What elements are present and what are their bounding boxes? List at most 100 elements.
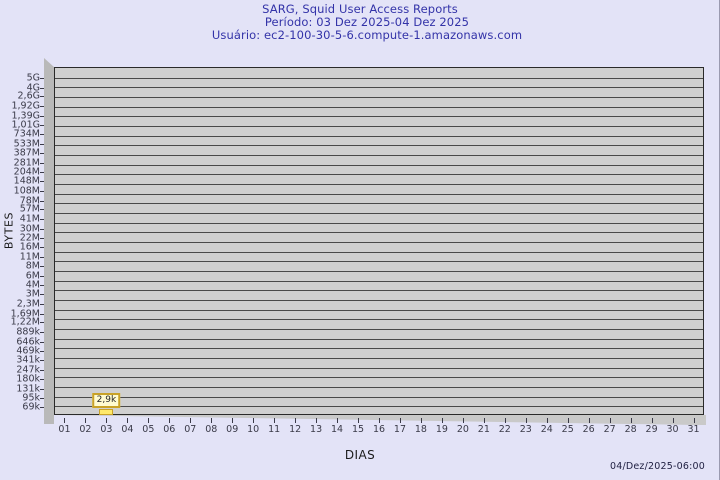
y-axis-tick-mark bbox=[40, 209, 44, 211]
x-axis-tick-label: 07 bbox=[184, 424, 197, 435]
x-axis-tick-mark bbox=[190, 418, 192, 423]
x-axis-tick-label: 14 bbox=[331, 424, 344, 435]
x-axis-tick-mark bbox=[504, 418, 506, 423]
report-header: SARG, Squid User Access Reports Período:… bbox=[0, 3, 720, 42]
y-axis-tick-label: 131k bbox=[16, 383, 40, 395]
gridline bbox=[55, 126, 703, 127]
y-axis-tick-label: 281M bbox=[13, 157, 40, 169]
y-axis-title: BYTES bbox=[2, 211, 16, 250]
gridline bbox=[55, 261, 703, 262]
gridline bbox=[55, 319, 703, 320]
x-axis-title: DIAS bbox=[344, 448, 376, 462]
y-axis-tick-mark bbox=[40, 407, 44, 409]
plot-left-bevel bbox=[44, 58, 54, 424]
x-axis-tick-label: 17 bbox=[393, 424, 406, 435]
x-axis-tick-mark bbox=[253, 418, 255, 423]
y-axis-tick-mark bbox=[40, 341, 44, 343]
y-axis-tick-label: 1,69M bbox=[10, 308, 40, 320]
gridline bbox=[55, 116, 703, 117]
y-axis-tick-mark bbox=[40, 285, 44, 287]
gridline bbox=[55, 165, 703, 166]
y-axis-tick-label: 204M bbox=[13, 166, 40, 178]
x-axis-tick-mark bbox=[106, 418, 108, 423]
x-axis-tick-label: 01 bbox=[58, 424, 71, 435]
y-axis-tick-label: 78M bbox=[19, 195, 40, 207]
y-axis-tick-label: 734M bbox=[13, 128, 40, 140]
y-axis-tick-label: 148M bbox=[13, 175, 40, 187]
y-axis-tick-label: 5G bbox=[26, 72, 40, 84]
y-axis-tick-mark bbox=[40, 162, 44, 164]
y-axis-tick-mark bbox=[40, 360, 44, 362]
gridline bbox=[55, 368, 703, 369]
gridline bbox=[55, 358, 703, 359]
gridline bbox=[55, 300, 703, 301]
x-axis-tick-mark bbox=[630, 418, 632, 423]
y-axis-tick-mark bbox=[40, 388, 44, 390]
x-axis-tick-label: 16 bbox=[372, 424, 386, 435]
y-axis-tick-label: 4G bbox=[26, 82, 40, 94]
x-axis-tick-label: 03 bbox=[100, 424, 113, 435]
x-axis-tick-mark bbox=[337, 418, 339, 423]
gridline bbox=[55, 329, 703, 330]
y-axis: 5G 4G 2,6G 1,92G 1,39G 1,01G 734M 533M 387M 281M 2… bbox=[0, 58, 44, 424]
plot-bottom-bevel bbox=[54, 415, 706, 425]
y-axis-tick-label: 3M bbox=[25, 288, 40, 300]
x-axis-tick-label: 02 bbox=[79, 424, 92, 435]
y-axis-tick-mark bbox=[40, 77, 44, 79]
y-axis-tick-label: 2,3M bbox=[16, 298, 40, 310]
y-axis-tick-label: 180k bbox=[16, 373, 40, 385]
y-axis-tick-mark bbox=[40, 124, 44, 126]
x-axis-tick-mark bbox=[169, 418, 171, 423]
y-axis-tick-mark bbox=[40, 398, 44, 400]
gridline bbox=[55, 242, 703, 243]
y-axis-tick-label: 95k bbox=[22, 392, 40, 404]
y-axis-tick-mark bbox=[40, 134, 44, 136]
y-axis-tick-label: 533M bbox=[13, 138, 40, 150]
y-axis-tick-mark bbox=[40, 190, 44, 192]
y-axis-tick-mark bbox=[40, 181, 44, 183]
chart-plot-area: 2,9k bbox=[44, 58, 706, 425]
y-axis-tick-label: 41M bbox=[19, 213, 40, 225]
y-axis-tick-mark bbox=[40, 332, 44, 334]
x-axis-tick-label: 04 bbox=[121, 424, 134, 435]
gridline bbox=[55, 387, 703, 388]
x-axis-tick-mark bbox=[483, 418, 485, 423]
gridline bbox=[55, 397, 703, 398]
x-axis-tick-mark bbox=[672, 418, 674, 423]
y-axis-tick-label: 889k bbox=[16, 326, 40, 338]
y-axis-tick-mark bbox=[40, 378, 44, 380]
x-axis-tick-label: 25 bbox=[561, 424, 574, 435]
gridline bbox=[55, 213, 703, 214]
x-axis-tick-mark bbox=[274, 418, 276, 423]
y-axis-tick-label: 69k bbox=[22, 401, 40, 413]
y-axis-tick-mark bbox=[40, 313, 44, 315]
x-axis-tick-mark bbox=[358, 418, 360, 423]
y-axis-tick-label: 30M bbox=[19, 223, 40, 235]
x-axis-tick-mark bbox=[420, 418, 422, 423]
x-axis-tick-label: 30 bbox=[666, 424, 679, 435]
y-axis-tick-mark bbox=[40, 322, 44, 324]
y-axis-tick-label: 22M bbox=[19, 232, 40, 244]
y-axis-tick-mark bbox=[40, 144, 44, 146]
gridline bbox=[55, 232, 703, 233]
y-axis-tick-mark bbox=[40, 115, 44, 117]
x-axis-tick-label: 27 bbox=[603, 424, 616, 435]
data-bar bbox=[99, 409, 114, 415]
gridline bbox=[55, 377, 703, 378]
x-axis-tick-mark bbox=[379, 418, 380, 423]
y-axis-tick-mark bbox=[40, 303, 44, 305]
x-axis: 01 02 03 04 05 06 07 08 09 10 11 12 13 14 15 16 17 18 19 20… bbox=[44, 418, 706, 440]
gridline bbox=[55, 203, 703, 204]
y-axis-tick-label: 2,6G bbox=[17, 90, 40, 102]
x-axis-tick-label: 20 bbox=[456, 424, 469, 435]
x-axis-tick-label: 09 bbox=[226, 424, 239, 435]
gridline bbox=[55, 184, 703, 185]
x-axis-tick-mark bbox=[148, 418, 150, 423]
x-axis-tick-mark bbox=[295, 418, 297, 423]
x-axis-tick-label: 10 bbox=[247, 424, 260, 435]
x-axis-tick-mark bbox=[567, 418, 569, 423]
x-axis-tick-mark bbox=[462, 418, 464, 423]
gridline bbox=[55, 223, 703, 224]
y-axis-tick-label: 57M bbox=[19, 203, 40, 215]
x-axis-tick-label: 08 bbox=[205, 424, 218, 435]
